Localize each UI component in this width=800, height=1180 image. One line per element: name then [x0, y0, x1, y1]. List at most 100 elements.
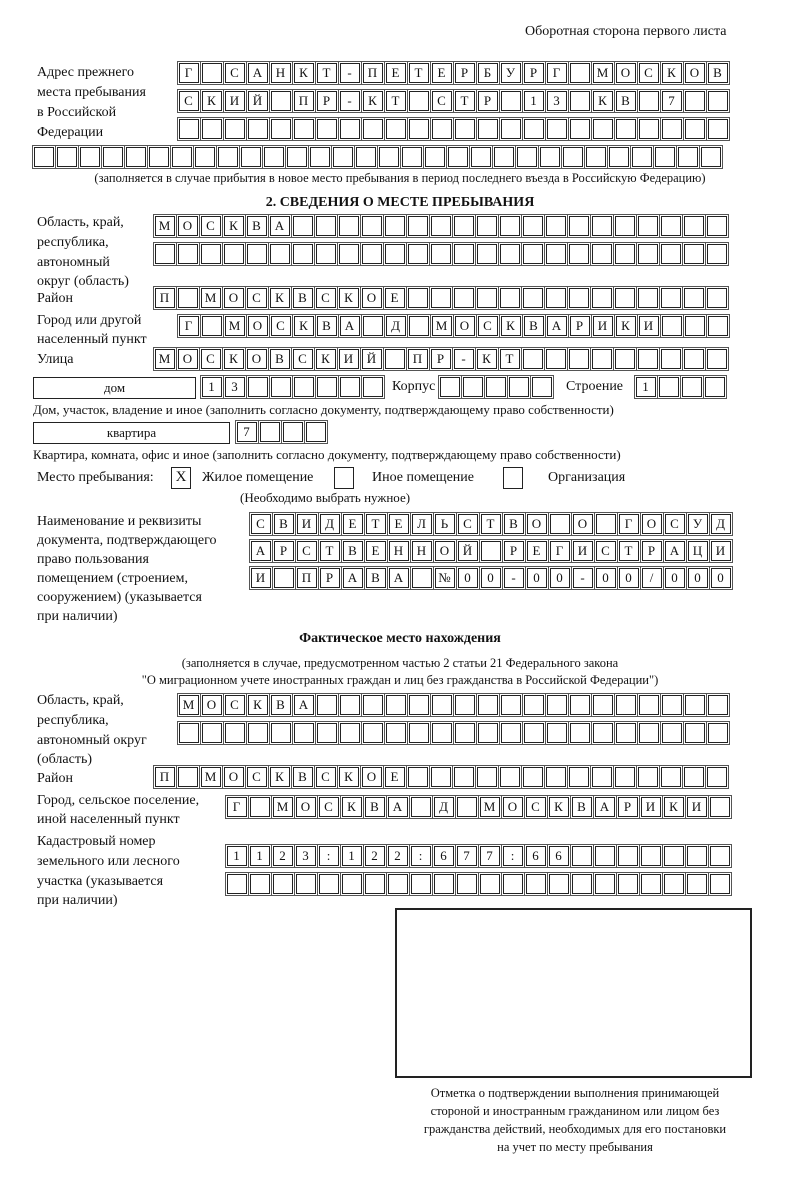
char-cell[interactable]: И — [222, 89, 247, 113]
char-cell[interactable] — [247, 872, 272, 896]
char-cell[interactable] — [284, 145, 309, 169]
char-cell[interactable]: Р — [615, 795, 640, 819]
char-cell[interactable]: Т — [497, 347, 522, 371]
char-cell[interactable]: П — [152, 286, 177, 310]
char-cell[interactable] — [656, 375, 681, 399]
char-cell[interactable]: С — [198, 214, 223, 238]
char-cell[interactable]: Г — [176, 61, 201, 85]
char-cell[interactable]: 3 — [293, 844, 318, 868]
char-cell[interactable] — [271, 566, 296, 590]
char-cell[interactable] — [405, 214, 430, 238]
char-cell[interactable]: А — [592, 795, 617, 819]
char-cell[interactable]: С — [523, 795, 548, 819]
char-cell[interactable] — [360, 117, 385, 141]
char-cell[interactable] — [468, 145, 493, 169]
char-cell[interactable]: Т — [363, 512, 388, 536]
char-cell[interactable] — [399, 145, 424, 169]
char-cell[interactable]: С — [475, 314, 500, 338]
char-cell[interactable] — [383, 117, 408, 141]
char-cell[interactable]: Д — [317, 512, 342, 536]
char-cell[interactable] — [437, 375, 462, 399]
char-cell[interactable] — [169, 145, 194, 169]
char-cell[interactable]: М — [152, 214, 177, 238]
char-cell[interactable] — [546, 872, 571, 896]
char-cell[interactable] — [261, 145, 286, 169]
char-cell[interactable]: С — [455, 512, 480, 536]
building-row[interactable]: 1 — [633, 375, 727, 399]
char-cell[interactable] — [704, 242, 729, 266]
char-cell[interactable] — [270, 872, 295, 896]
char-cell[interactable] — [314, 375, 339, 399]
char-cell[interactable] — [589, 242, 614, 266]
char-cell[interactable] — [566, 765, 591, 789]
char-cell[interactable] — [635, 286, 660, 310]
char-cell[interactable] — [615, 872, 640, 896]
char-cell[interactable] — [406, 721, 431, 745]
char-cell[interactable]: Д — [708, 512, 733, 536]
char-cell[interactable]: С — [294, 539, 319, 563]
char-cell[interactable]: А — [662, 539, 687, 563]
char-cell[interactable] — [474, 765, 499, 789]
char-cell[interactable]: Г — [547, 539, 572, 563]
char-cell[interactable]: И — [570, 539, 595, 563]
char-cell[interactable] — [566, 347, 591, 371]
char-cell[interactable] — [268, 89, 293, 113]
char-cell[interactable] — [175, 286, 200, 310]
char-cell[interactable] — [566, 286, 591, 310]
char-cell[interactable] — [681, 347, 706, 371]
char-cell[interactable]: С — [636, 61, 661, 85]
char-cell[interactable] — [675, 145, 700, 169]
char-cell[interactable] — [176, 721, 201, 745]
char-cell[interactable] — [491, 145, 516, 169]
char-cell[interactable]: О — [175, 347, 200, 371]
char-cell[interactable] — [520, 242, 545, 266]
char-cell[interactable]: К — [221, 214, 246, 238]
region-row-2[interactable] — [152, 242, 729, 266]
char-cell[interactable]: К — [291, 61, 316, 85]
char-cell[interactable]: П — [152, 765, 177, 789]
char-cell[interactable]: А — [245, 61, 270, 85]
char-cell[interactable] — [291, 375, 316, 399]
char-cell[interactable] — [337, 693, 362, 717]
char-cell[interactable]: Т — [406, 61, 431, 85]
char-cell[interactable] — [498, 721, 523, 745]
char-cell[interactable]: 1 — [633, 375, 658, 399]
char-cell[interactable] — [635, 765, 660, 789]
char-cell[interactable] — [590, 693, 615, 717]
char-cell[interactable] — [613, 721, 638, 745]
char-cell[interactable] — [497, 286, 522, 310]
char-cell[interactable]: Р — [452, 61, 477, 85]
char-cell[interactable]: К — [267, 286, 292, 310]
char-cell[interactable]: И — [684, 795, 709, 819]
char-cell[interactable] — [429, 721, 454, 745]
char-cell[interactable] — [383, 721, 408, 745]
char-cell[interactable] — [636, 117, 661, 141]
char-cell[interactable] — [54, 145, 79, 169]
char-cell[interactable]: Е — [382, 286, 407, 310]
char-cell[interactable]: - — [501, 566, 526, 590]
char-cell[interactable] — [606, 145, 631, 169]
char-cell[interactable] — [474, 242, 499, 266]
char-cell[interactable] — [521, 117, 546, 141]
char-cell[interactable]: М — [429, 314, 454, 338]
char-cell[interactable]: А — [248, 539, 273, 563]
char-cell[interactable] — [199, 721, 224, 745]
char-cell[interactable]: Й — [359, 347, 384, 371]
char-cell[interactable] — [451, 286, 476, 310]
char-cell[interactable]: В — [705, 61, 730, 85]
char-cell[interactable]: Т — [616, 539, 641, 563]
char-cell[interactable]: К — [313, 347, 338, 371]
char-cell[interactable] — [406, 314, 431, 338]
char-cell[interactable] — [682, 117, 707, 141]
char-cell[interactable] — [198, 242, 223, 266]
char-cell[interactable] — [658, 286, 683, 310]
char-cell[interactable]: П — [291, 89, 316, 113]
char-cell[interactable] — [612, 242, 637, 266]
char-cell[interactable]: К — [336, 765, 361, 789]
char-cell[interactable]: М — [590, 61, 615, 85]
char-cell[interactable]: К — [339, 795, 364, 819]
char-cell[interactable] — [567, 61, 592, 85]
